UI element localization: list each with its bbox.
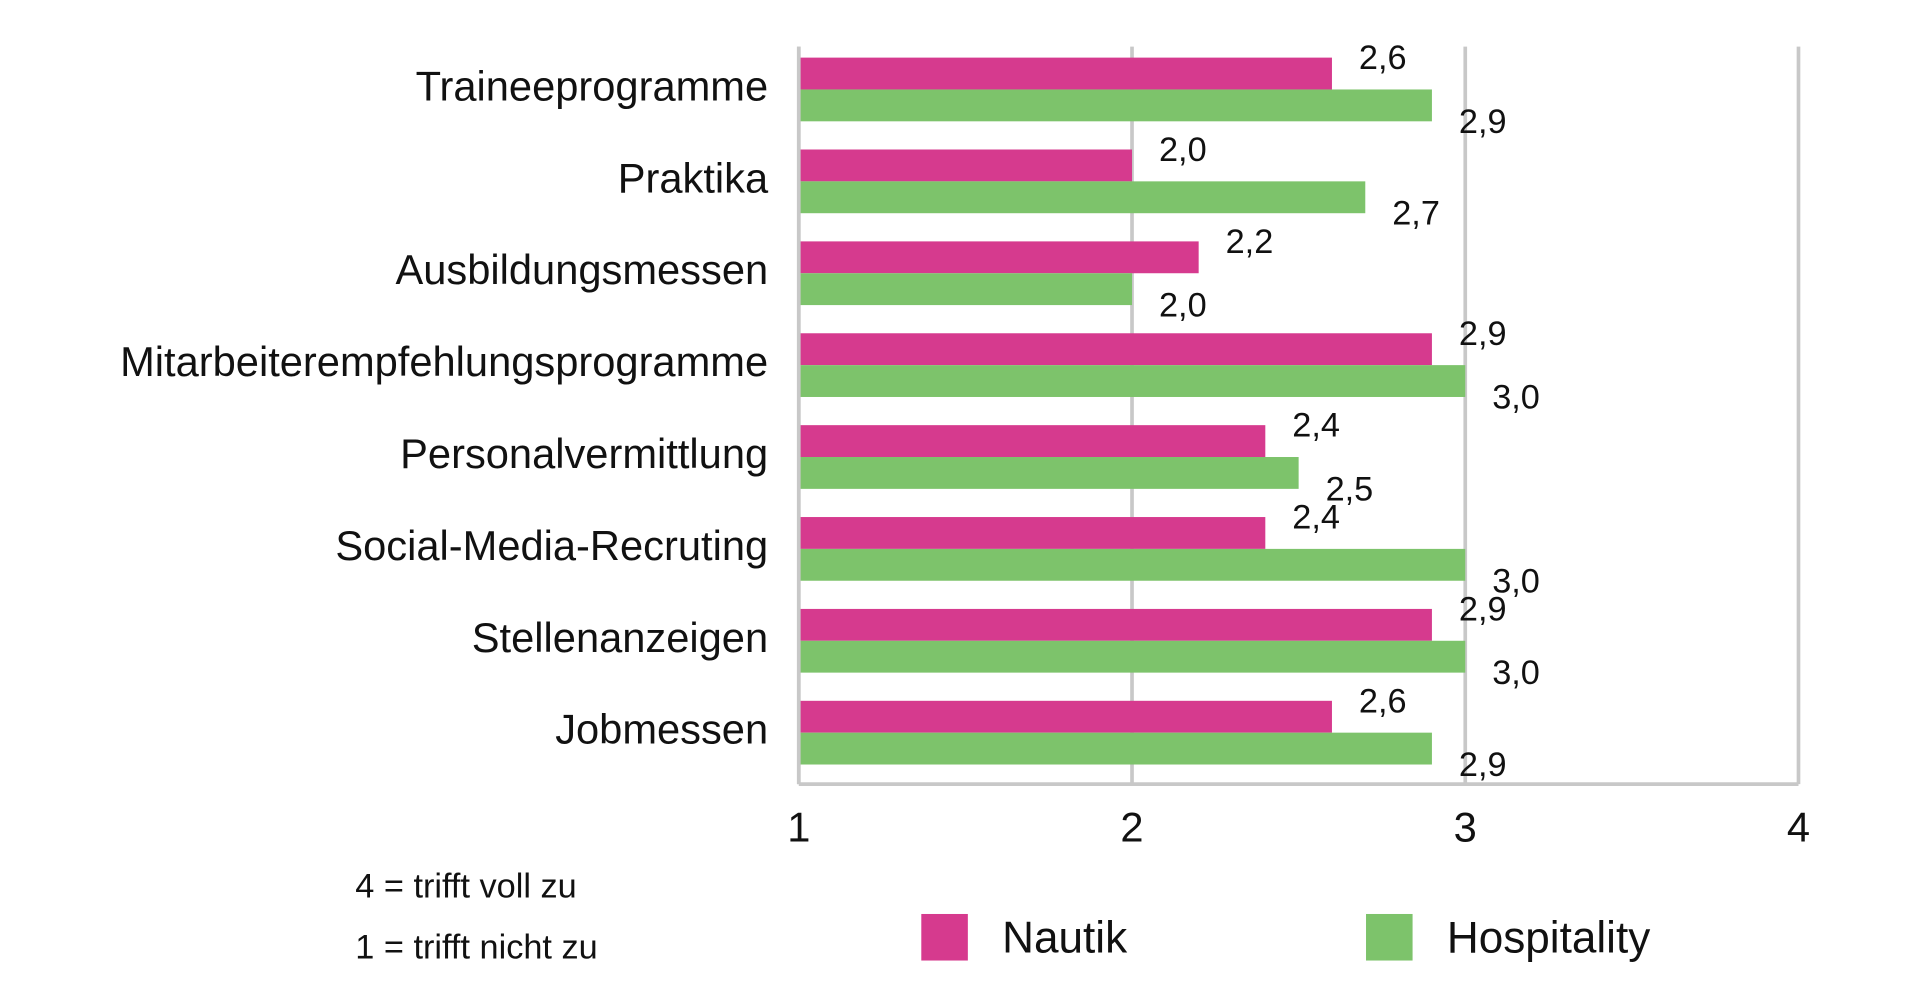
annotation: 4 = trifft voll zu xyxy=(355,867,576,905)
value-label: 3,0 xyxy=(1492,562,1540,600)
bar xyxy=(798,149,1133,182)
value-label: 2,0 xyxy=(1159,287,1207,325)
y-tick-label: Mitarbeiterempfehlungsprogramme xyxy=(120,338,768,385)
value-label: 2,9 xyxy=(1459,103,1507,141)
value-label: 2,4 xyxy=(1292,499,1340,537)
y-tick-label: Personalvermittlung xyxy=(400,430,768,477)
value-label: 2,9 xyxy=(1459,315,1507,353)
value-label: 2,5 xyxy=(1326,470,1374,508)
legend-label: Nautik xyxy=(1002,914,1128,963)
x-tick-label: 1 xyxy=(787,804,810,851)
bar xyxy=(798,548,1466,581)
x-tick-label: 4 xyxy=(1787,804,1810,851)
value-label: 3,0 xyxy=(1492,378,1540,416)
bar xyxy=(798,732,1432,765)
legend-swatch xyxy=(921,913,968,961)
bar xyxy=(798,457,1299,489)
value-label: 2,6 xyxy=(1359,39,1407,77)
y-tick-label: Praktika xyxy=(618,154,769,201)
y-tick-label: Ausbildungsmessen xyxy=(395,246,768,293)
bar xyxy=(798,241,1199,274)
bar xyxy=(798,181,1366,214)
bar xyxy=(798,273,1133,306)
legend-label: Hospitality xyxy=(1447,914,1650,963)
bar xyxy=(798,57,1332,90)
bar xyxy=(798,425,1266,458)
y-tick-label: Traineeprogramme xyxy=(416,62,769,109)
value-label: 2,6 xyxy=(1359,682,1407,720)
value-label: 2,2 xyxy=(1226,223,1274,261)
value-label: 2,9 xyxy=(1459,746,1507,784)
y-tick-label: Social-Media-Recruting xyxy=(335,522,768,569)
bar xyxy=(798,517,1266,549)
x-tick-label: 3 xyxy=(1454,804,1477,851)
bar xyxy=(798,608,1432,641)
bar xyxy=(798,333,1432,366)
legend-swatch xyxy=(1366,913,1413,961)
bar xyxy=(798,365,1466,397)
value-label: 3,0 xyxy=(1492,654,1540,692)
bar xyxy=(798,640,1466,673)
bar xyxy=(798,700,1332,733)
annotation: 1 = trifft nicht zu xyxy=(355,929,597,967)
bar xyxy=(798,89,1432,122)
value-label: 2,0 xyxy=(1159,131,1207,169)
value-label: 2,4 xyxy=(1292,407,1340,445)
value-label: 2,7 xyxy=(1392,195,1440,233)
y-tick-label: Stellenanzeigen xyxy=(472,614,768,661)
value-label: 2,9 xyxy=(1459,590,1507,628)
x-tick-label: 2 xyxy=(1120,804,1143,851)
y-tick-label: Jobmessen xyxy=(555,706,768,753)
